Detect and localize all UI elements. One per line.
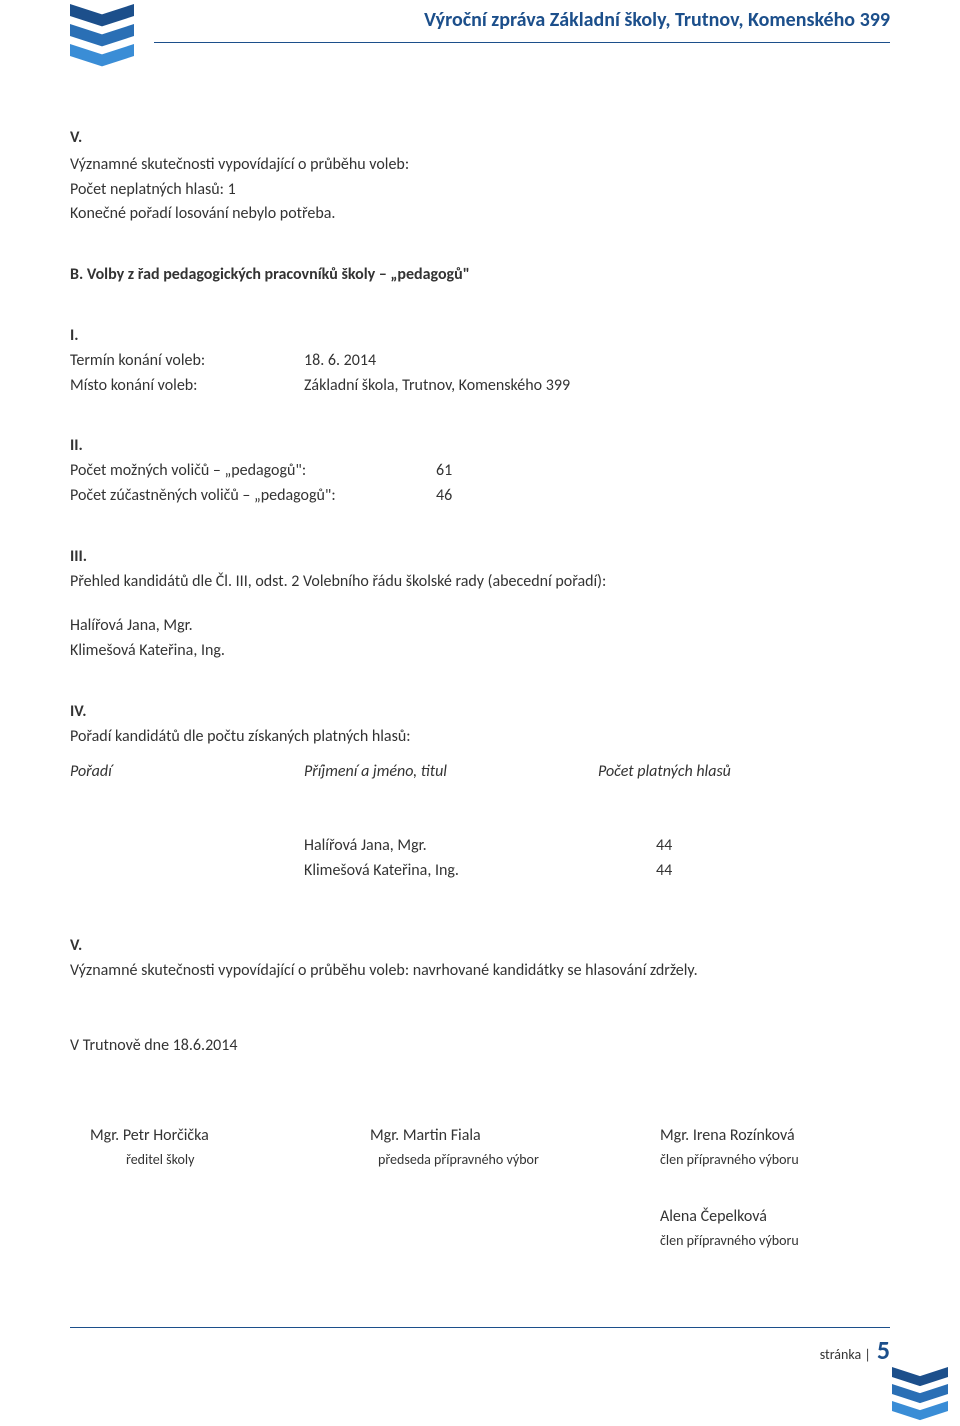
sig-col: Mgr. Martin Fiala předseda přípravného v… [370,1124,660,1251]
sig-role: ředitel školy [90,1149,370,1171]
footer: stránka | 5 [70,1327,890,1366]
sig-role: předseda přípravného výbor [370,1149,660,1171]
section-iv-num: IV. [70,700,890,725]
section-iii-num: III. [70,545,890,570]
kv-row: Místo konání voleb: Základní škola, Trut… [70,374,890,399]
footer-rule [70,1327,890,1328]
sig-col: Mgr. Petr Horčička ředitel školy [90,1124,370,1251]
sig-col: Mgr. Irena Rozínková člen přípravného vý… [660,1124,890,1251]
cell-name: Klimešová Kateřina, Ing. [304,859,656,884]
page-number: 5 [877,1334,890,1366]
cell-empty [70,859,304,884]
page: Výroční zpráva Základní školy, Trutnov, … [0,0,960,1426]
sig-name: Mgr. Irena Rozínková [660,1124,890,1149]
kv-row: Termín konání voleb: 18. 6. 2014 [70,349,890,374]
chevron-icon [70,44,134,68]
footer-label: stránka | [820,1346,871,1363]
signatures: Mgr. Petr Horčička ředitel školy Mgr. Ma… [70,1124,890,1251]
kv-label: Počet možných voličů – „pedagogů": [70,459,436,484]
section-v-top-line3: Konečné pořadí losování nebylo potřeba. [70,202,890,227]
section-v-top-num: V. [70,126,890,151]
kv-label: Termín konání voleb: [70,349,304,374]
kv-row: Počet zúčastněných voličů – „pedagogů": … [70,484,890,509]
section-v-bottom-text: Významné skutečnosti vypovídající o průb… [70,959,890,984]
kv-label: Počet zúčastněných voličů – „pedagogů": [70,484,436,509]
results-row: Halířová Jana, Mgr. 44 [70,834,890,859]
date-line: V Trutnově dne 18.6.2014 [70,1034,890,1059]
col-poradi: Pořadí [70,760,304,785]
kv-value: 61 [436,459,452,484]
kv-value: Základní škola, Trutnov, Komenského 399 [304,374,570,399]
cell-votes: 44 [656,834,890,859]
sig-block: Alena Čepelková člen přípravného výboru [660,1205,890,1251]
section-v-bottom-num: V. [70,934,890,959]
sig-role: člen přípravného výboru [660,1230,890,1252]
sig-name: Alena Čepelková [660,1205,890,1230]
candidate: Klimešová Kateřina, Ing. [70,639,890,664]
section-ii-num: II. [70,434,890,459]
sig-name: Mgr. Martin Fiala [370,1124,660,1149]
section-v-top-line2: Počet neplatných hlasů: 1 [70,178,890,203]
results-row: Klimešová Kateřina, Ing. 44 [70,859,890,884]
sig-role: člen přípravného výboru [660,1149,890,1171]
section-v-top-line1: Významné skutečnosti vypovídající o průb… [70,153,890,178]
kv-row: Počet možných voličů – „pedagogů": 61 [70,459,890,484]
logo-top [70,4,134,64]
col-name: Příjmení a jméno, titul [304,760,598,785]
kv-value: 46 [436,484,452,509]
page-title: Výroční zpráva Základní školy, Trutnov, … [154,8,890,32]
cell-votes: 44 [656,859,890,884]
section-iv-intro: Pořadí kandidátů dle počtu získaných pla… [70,725,890,750]
section-b-title: B. Volby z řad pedagogických pracovníků … [70,263,890,288]
section-i-num: I. [70,324,890,349]
cell-empty [70,834,304,859]
chevron-icon [892,1401,948,1421]
cell-name: Halířová Jana, Mgr. [304,834,656,859]
header-rule [154,42,890,43]
content: V. Významné skutečnosti vypovídající o p… [70,64,890,1251]
sig-name: Mgr. Petr Horčička [90,1124,370,1149]
col-votes: Počet platných hlasů [598,760,890,785]
results-header: Pořadí Příjmení a jméno, titul Počet pla… [70,760,890,785]
header: Výroční zpráva Základní školy, Trutnov, … [70,0,890,64]
footer-line: stránka | 5 [70,1334,890,1366]
kv-label: Místo konání voleb: [70,374,304,399]
kv-value: 18. 6. 2014 [304,349,376,374]
logo-bottom [892,1367,948,1418]
header-title-wrap: Výroční zpráva Základní školy, Trutnov, … [154,6,890,43]
candidate: Halířová Jana, Mgr. [70,614,890,639]
section-iii-intro: Přehled kandidátů dle Čl. III, odst. 2 V… [70,570,890,595]
